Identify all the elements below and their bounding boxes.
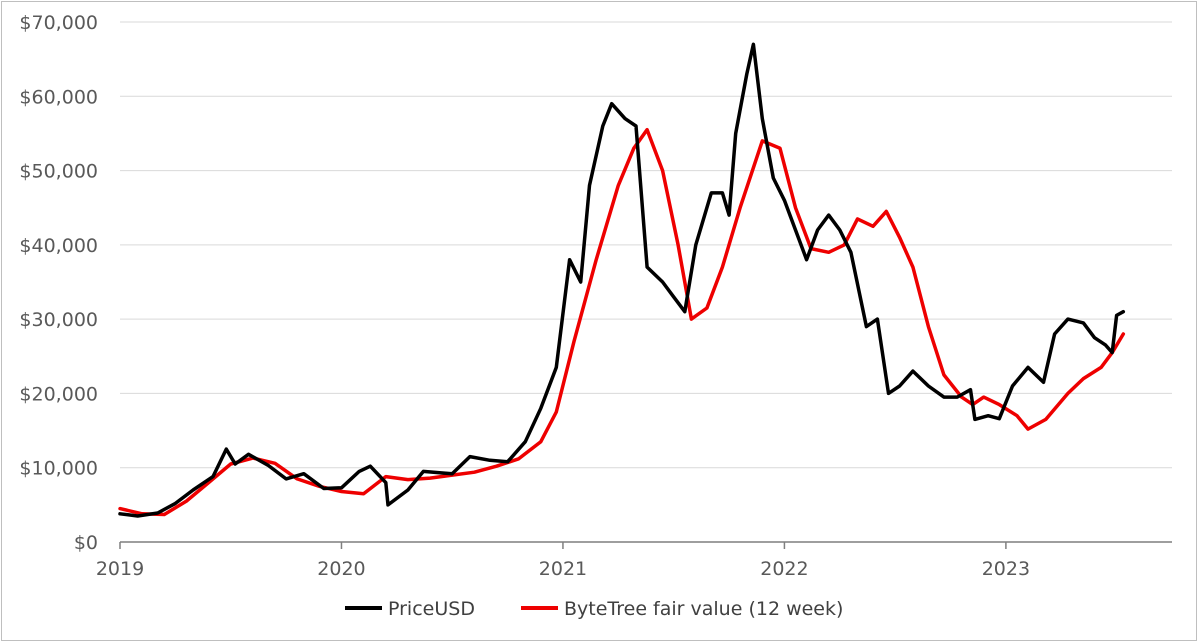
y-tick-label: $70,000 [19,12,98,34]
y-axis-ticks: $0 $10,000 $20,000 $30,000 $40,000 $50,000 $60… [19,12,98,554]
series-line-1 [118,127,1126,517]
y-tick-label: $10,000 [19,458,98,480]
y-tick-label: $20,000 [19,383,98,405]
y-tick-label: $30,000 [19,309,98,331]
x-tick-label: 2020 [317,558,365,580]
gridlines [120,21,1172,469]
series-line-0 [118,42,1126,518]
y-tick-label: $60,000 [19,86,98,108]
legend-label: ByteTree fair value (12 week) [564,598,843,620]
x-tick-label: 2021 [539,558,587,580]
x-tick-label: 2022 [760,558,808,580]
series-lines [118,42,1126,518]
y-tick-label: $40,000 [19,235,98,257]
x-axis-ticks: 2019 2020 2021 2022 2023 [96,542,1030,580]
legend-label: PriceUSD [388,598,475,620]
legend: PriceUSD ByteTree fair value (12 week) [345,598,843,620]
x-tick-label: 2023 [982,558,1030,580]
y-tick-label: $0 [74,532,98,554]
x-tick-label: 2019 [96,558,144,580]
y-tick-label: $50,000 [19,161,98,183]
